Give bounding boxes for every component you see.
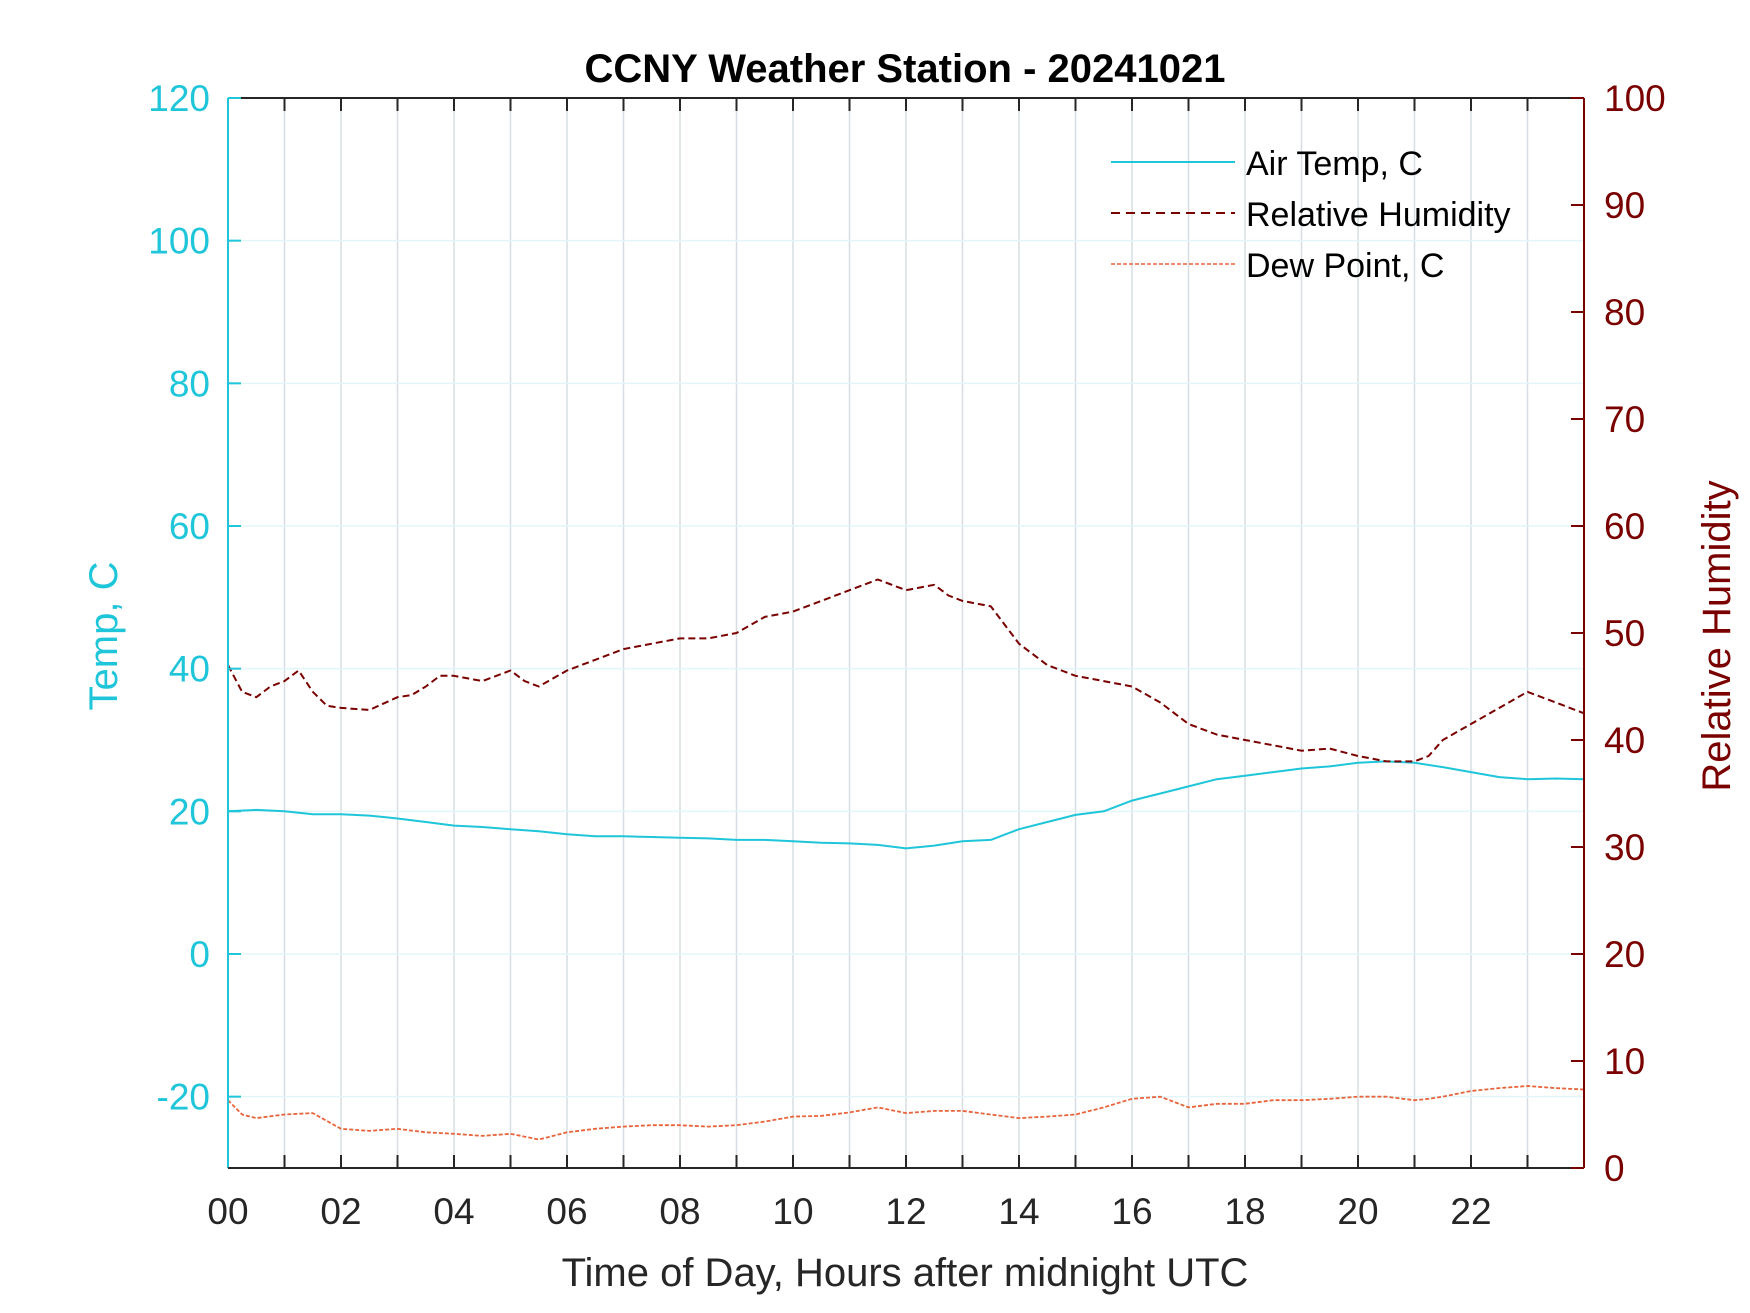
x-tick-label: 10 <box>772 1191 813 1232</box>
y-right-tick-label: 0 <box>1604 1148 1625 1189</box>
y-right-tick-label: 70 <box>1604 399 1645 440</box>
y-left-tick-label: 120 <box>148 78 210 119</box>
x-tick-label: 04 <box>433 1191 474 1232</box>
y-left-tick-label: 100 <box>148 221 210 262</box>
y-right-tick-label: 60 <box>1604 506 1645 547</box>
x-tick-label: 22 <box>1450 1191 1491 1232</box>
y-right-tick-label: 30 <box>1604 827 1645 868</box>
tick-labels: 00 02 04 06 08 10 12 14 16 18 20 22-200204060801001… <box>148 78 1665 1232</box>
y-right-tick-label: 100 <box>1604 78 1666 119</box>
series-lines <box>227 578 1585 1141</box>
y-left-tick-label: 20 <box>169 791 210 832</box>
x-tick-label: 12 <box>885 1191 926 1232</box>
x-tick-label: 06 <box>546 1191 587 1232</box>
x-tick-label: 08 <box>659 1191 700 1232</box>
series-line-humidity <box>227 578 1585 763</box>
series-line-dew-point <box>227 1085 1585 1141</box>
legend-label-dew-point: Dew Point, C <box>1246 247 1444 285</box>
x-tick-label: 02 <box>320 1191 361 1232</box>
y-left-tick-label: -20 <box>157 1077 210 1118</box>
y-right-tick-label: 20 <box>1604 934 1645 975</box>
y-right-axis-label: Relative Humidity <box>1695 480 1739 791</box>
y-left-tick-label: 80 <box>169 363 210 404</box>
legend: Air Temp, C Relative Humidity Dew Point,… <box>1111 145 1511 285</box>
axes <box>227 97 1585 1169</box>
x-tick-label: 20 <box>1337 1191 1378 1232</box>
y-right-tick-label: 90 <box>1604 185 1645 226</box>
y-right-tick-label: 80 <box>1604 292 1645 333</box>
chart-title: CCNY Weather Station - 20241021 <box>585 47 1226 91</box>
x-tick-label: 16 <box>1111 1191 1152 1232</box>
x-tick-label: 14 <box>998 1191 1039 1232</box>
y-right-tick-label: 40 <box>1604 720 1645 761</box>
x-tick-label: 00 <box>207 1191 248 1232</box>
y-right-tick-label: 50 <box>1604 613 1645 654</box>
y-right-tick-label: 10 <box>1604 1041 1645 1082</box>
x-axis-label: Time of Day, Hours after midnight UTC <box>562 1251 1249 1295</box>
y-left-tick-label: 40 <box>169 649 210 690</box>
y-left-tick-label: 0 <box>189 934 210 975</box>
grid-lines <box>228 97 1584 1168</box>
legend-label-air-temp: Air Temp, C <box>1246 145 1423 183</box>
x-tick-label: 18 <box>1224 1191 1265 1232</box>
y-left-tick-label: 60 <box>169 506 210 547</box>
legend-label-humidity: Relative Humidity <box>1246 196 1511 234</box>
y-left-axis-label: Temp, C <box>82 562 126 711</box>
series-line-air-temp <box>227 760 1585 850</box>
